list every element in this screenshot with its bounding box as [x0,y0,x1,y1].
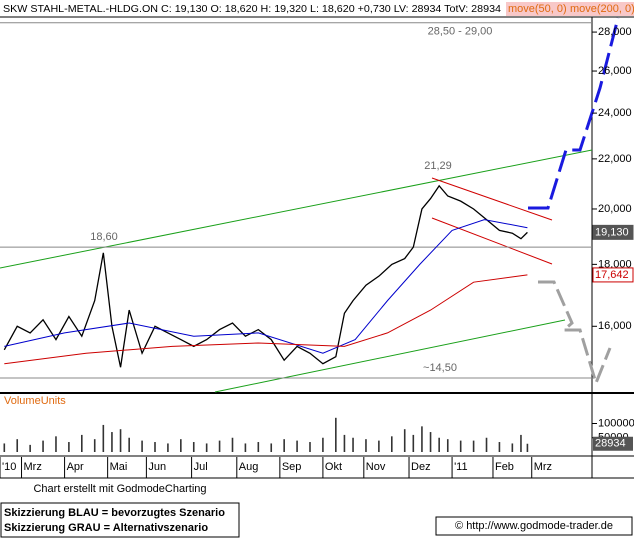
x-tick-label: '10 [2,461,16,473]
x-tick-label: Okt [325,461,342,473]
volume-bar [472,440,475,452]
y-tick-label: 28,000 [598,26,632,38]
channel-line [431,217,553,265]
copyright: © http://www.godmode-trader.de [455,520,613,532]
volume-bar [244,443,247,452]
x-tick-label: Jun [148,461,166,473]
legend-background [506,2,634,16]
volume-bar [390,436,393,452]
volume-bar [498,442,501,452]
volume-bar [365,439,367,452]
volume-bar [180,439,182,452]
volume-bar [192,442,195,452]
y-tick-label: 20,000 [598,203,632,215]
y-tick-label: 22,000 [598,153,632,165]
y-tick-label: 24,000 [598,107,632,119]
x-tick-label: Aug [239,461,259,473]
x-tick-label: Sep [282,461,302,473]
copyright-box [435,516,633,536]
x-tick-label: Feb [495,461,514,473]
volume-bar [520,434,522,452]
volume-bar [526,443,529,452]
channel-line [431,177,553,221]
volume-bar [81,434,83,452]
volume-bar [352,437,354,452]
volume-bar [68,442,70,452]
level-label: ~14,50 [423,362,457,374]
credit: Chart erstellt mit GodmodeCharting [33,483,206,495]
level-label: 21,29 [424,160,452,172]
volume-bar [29,444,31,452]
legend-entry: move(200, 0) [570,3,634,15]
volume-bar [343,434,346,452]
last-value-label: 28934 [595,438,626,450]
last-value-box [592,267,634,283]
level-label: 18,60 [90,231,118,243]
last-value-box [593,436,633,451]
volume-bar [296,440,298,452]
last-value-label: 17,642 [595,269,629,281]
volume-bar [3,443,6,452]
last-value-box [592,224,634,240]
volume-bar [93,439,96,452]
volume-bar [16,439,19,452]
volume-bar [446,439,449,452]
x-tick-label: Mai [110,461,128,473]
y-tick-label: 26,000 [598,65,632,77]
x-tick-label: Nov [366,461,386,473]
legend-entry: move(50, 0) [508,3,567,15]
volume-bar [102,424,105,452]
volume-bar [154,442,156,452]
chart-title: SKW STAHL-METAL.-HLDG.ON C: 19,130 O: 18… [3,3,501,15]
volume-bar [141,440,143,452]
series-line [4,274,528,365]
volume-bar [111,432,113,452]
scenario-blue [528,17,620,210]
volume-bar [309,442,311,452]
volume-bar [283,439,285,452]
y-tick-label: 18,000 [598,258,632,270]
x-tick-label: Jul [194,461,208,473]
volume-bar [322,437,324,452]
volume-bar [412,434,415,452]
x-tick-label: Apr [67,461,84,473]
x-tick-label: '11 [454,461,468,473]
series-line [3,184,528,368]
panel-title: VolumeUnits [4,395,66,407]
scenario-gray [538,280,612,388]
x-tick-label: Dez [411,461,431,473]
volume-bar [335,417,337,452]
volume-bar [42,440,44,452]
volume-bar [231,437,234,452]
volume-bar [167,443,169,452]
trend-line [0,149,593,269]
last-value-label: 19,130 [595,226,629,238]
level-label: 28,50 - 29,00 [428,26,493,38]
volume-bar [511,443,514,452]
trend-line [214,319,566,393]
volume-bar [218,440,221,452]
x-tick-label: Mrz [534,461,552,473]
volume-bar [459,440,462,452]
volume-bar [438,437,440,452]
volume-bar [205,443,208,452]
note: Skizzierung GRAU = Alternativszenario [4,522,208,534]
volume-bar [403,429,406,452]
volume-bar [485,437,488,452]
y-tick-label: 100000 [598,417,634,429]
legend-box [0,502,240,538]
volume-bar [429,432,432,452]
volume-bar [378,440,380,452]
volume-bar [257,442,260,452]
volume-bar [421,426,423,452]
note: Skizzierung BLAU = bevorzugtes Szenario [4,507,225,519]
volume-bar [128,437,130,452]
x-tick-label: Mrz [24,461,42,473]
volume-bar [270,443,273,452]
volume-bar [119,429,122,452]
y-tick-label: 16,000 [598,320,632,332]
volume-bar [55,436,57,452]
